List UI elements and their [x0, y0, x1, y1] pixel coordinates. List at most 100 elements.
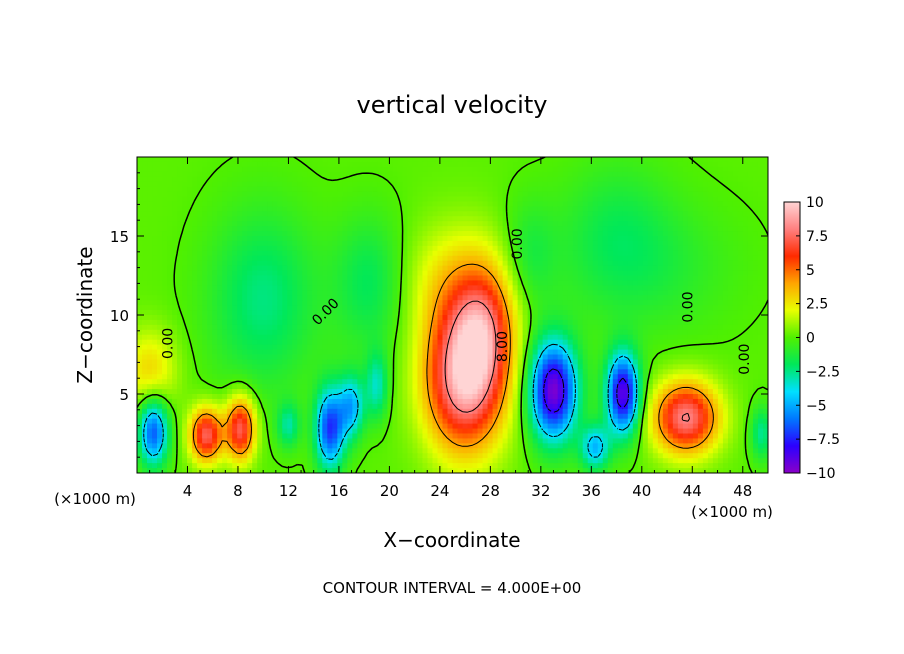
field-cell: [477, 161, 484, 168]
field-cell: [417, 255, 424, 262]
field-cell: [372, 196, 378, 203]
field-cell: [702, 226, 709, 232]
field-cell: [547, 196, 554, 203]
field-cell: [457, 226, 464, 232]
field-cell: [747, 176, 754, 183]
field-cell: [717, 260, 724, 267]
field-cell: [382, 339, 388, 346]
field-cell: [747, 211, 754, 217]
field-cell: [227, 280, 233, 286]
field-cell: [262, 181, 268, 188]
field-cell: [317, 176, 323, 183]
field-cell: [317, 339, 323, 346]
field-cell: [622, 236, 629, 242]
field-cell: [292, 295, 298, 301]
field-cell: [752, 240, 759, 247]
field-cell: [537, 270, 544, 277]
field-cell: [157, 231, 163, 237]
field-cell: [342, 344, 348, 351]
field-cell: [262, 186, 268, 193]
field-cell: [617, 334, 624, 341]
field-cell: [412, 255, 419, 262]
field-cell: [732, 196, 739, 203]
field-cell: [292, 260, 298, 267]
field-cell: [477, 334, 484, 341]
field-cell: [242, 196, 248, 203]
field-cell: [327, 334, 333, 341]
field-cell: [667, 275, 674, 282]
field-cell: [137, 339, 143, 346]
field-cell: [137, 171, 143, 178]
field-cell: [722, 206, 729, 212]
field-cell: [537, 206, 544, 212]
field-cell: [152, 245, 158, 252]
field-cell: [692, 236, 699, 242]
field-cell: [262, 196, 268, 203]
field-cell: [752, 275, 759, 282]
field-cell: [542, 201, 549, 207]
field-cell: [232, 245, 238, 252]
field-cell: [257, 211, 263, 217]
field-cell: [687, 191, 694, 198]
field-cell: [637, 280, 644, 286]
field-cell: [547, 166, 554, 173]
field-cell: [157, 275, 163, 282]
field-cell: [222, 295, 228, 301]
field-cell: [182, 250, 188, 257]
field-cell: [762, 315, 768, 321]
field-cell: [702, 339, 709, 346]
field-cell: [747, 270, 754, 277]
field-cell: [262, 305, 268, 311]
field-cell: [557, 305, 564, 311]
field-cell: [507, 275, 514, 282]
field-cell: [372, 166, 378, 173]
field-cell: [432, 319, 439, 326]
field-cell: [722, 236, 729, 242]
field-cell: [662, 255, 669, 262]
field-cell: [247, 231, 253, 237]
field-cell: [497, 186, 504, 193]
field-cell: [727, 310, 734, 316]
field-cell: [502, 245, 509, 252]
field-cell: [692, 206, 699, 212]
field-cell: [432, 265, 439, 272]
field-cell: [572, 196, 579, 203]
field-cell: [167, 275, 173, 282]
field-cell: [387, 236, 394, 242]
field-cell: [202, 339, 208, 346]
field-cell: [437, 206, 444, 212]
field-cell: [712, 319, 719, 326]
field-cell: [307, 211, 313, 217]
field-cell: [537, 221, 544, 227]
field-cell: [167, 285, 173, 291]
field-cell: [547, 334, 554, 341]
field-cell: [732, 236, 739, 242]
field-cell: [572, 161, 579, 168]
field-cell: [527, 285, 534, 291]
field-cell: [627, 260, 634, 267]
field-cell: [602, 226, 609, 232]
field-cell: [607, 334, 614, 341]
field-cell: [562, 196, 569, 203]
field-cell: [297, 285, 303, 291]
field-cell: [582, 157, 589, 163]
field-cell: [562, 161, 569, 168]
field-cell: [642, 171, 649, 178]
field-cell: [177, 324, 183, 331]
field-cell: [607, 226, 614, 232]
field-cell: [582, 315, 589, 321]
field-cell: [412, 349, 419, 356]
field-cell: [512, 319, 519, 326]
field-cell: [617, 186, 624, 193]
field-cell: [662, 157, 669, 163]
field-cell: [452, 191, 459, 198]
field-cell: [642, 240, 649, 247]
field-cell: [242, 236, 248, 242]
field-cell: [162, 171, 168, 178]
field-cell: [267, 344, 273, 351]
field-cell: [607, 196, 614, 203]
field-cell: [212, 339, 218, 346]
field-cell: [477, 166, 484, 173]
field-cell: [527, 161, 534, 168]
field-cell: [722, 334, 729, 341]
